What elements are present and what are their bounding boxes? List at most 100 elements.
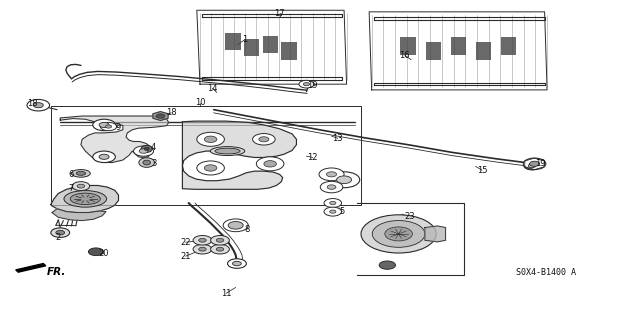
Circle shape (320, 181, 343, 193)
Circle shape (319, 168, 344, 181)
Circle shape (93, 151, 116, 163)
Polygon shape (16, 264, 46, 272)
Circle shape (204, 165, 217, 171)
Text: 7: 7 (68, 184, 73, 193)
Text: 14: 14 (207, 84, 218, 93)
Circle shape (210, 244, 229, 254)
Polygon shape (425, 226, 446, 242)
Text: 22: 22 (180, 238, 191, 247)
Polygon shape (60, 116, 169, 163)
Circle shape (89, 248, 104, 256)
Text: 20: 20 (99, 250, 109, 259)
Ellipse shape (139, 158, 154, 167)
Circle shape (337, 176, 352, 184)
Circle shape (223, 219, 248, 232)
Circle shape (264, 161, 276, 167)
Circle shape (216, 238, 224, 242)
Text: FR.: FR. (46, 267, 66, 277)
Ellipse shape (210, 147, 245, 156)
Bar (475, 42, 491, 60)
Text: 4: 4 (150, 143, 156, 152)
Circle shape (193, 244, 212, 254)
Bar (263, 36, 278, 53)
Circle shape (330, 210, 336, 213)
Circle shape (529, 161, 539, 166)
Text: S0X4-B1400 A: S0X4-B1400 A (516, 268, 576, 277)
Circle shape (361, 215, 436, 253)
Text: 12: 12 (308, 153, 318, 162)
Circle shape (204, 136, 217, 142)
Circle shape (327, 185, 336, 189)
Circle shape (523, 158, 546, 170)
Text: 19: 19 (536, 159, 546, 168)
Polygon shape (153, 112, 168, 121)
Circle shape (252, 133, 275, 145)
Circle shape (228, 221, 243, 229)
Circle shape (210, 236, 229, 245)
Circle shape (99, 123, 109, 127)
Circle shape (197, 132, 224, 146)
Text: 17: 17 (274, 9, 285, 18)
Text: 10: 10 (195, 98, 205, 107)
Circle shape (198, 238, 206, 242)
Circle shape (259, 137, 269, 142)
Ellipse shape (141, 145, 153, 152)
Bar (501, 37, 516, 55)
Circle shape (324, 207, 342, 216)
Bar (281, 42, 297, 60)
Ellipse shape (144, 147, 149, 150)
Text: 11: 11 (221, 289, 232, 298)
Circle shape (216, 247, 224, 251)
Polygon shape (182, 121, 296, 189)
Circle shape (328, 172, 360, 188)
Text: 16: 16 (399, 51, 410, 60)
Bar (426, 42, 441, 60)
Bar (244, 39, 259, 56)
Circle shape (106, 125, 112, 128)
Text: 1: 1 (242, 35, 247, 44)
Text: 18: 18 (166, 108, 176, 117)
Circle shape (330, 201, 336, 204)
Text: 19: 19 (308, 81, 318, 90)
Polygon shape (52, 209, 106, 220)
Circle shape (301, 81, 314, 87)
Bar (401, 37, 416, 55)
Text: 6: 6 (68, 170, 73, 179)
Circle shape (93, 119, 116, 131)
Circle shape (324, 198, 342, 207)
Bar (451, 37, 466, 55)
Circle shape (193, 236, 212, 245)
Circle shape (524, 162, 540, 170)
Text: 15: 15 (477, 166, 487, 175)
Circle shape (327, 172, 337, 177)
Circle shape (528, 164, 536, 168)
Circle shape (33, 103, 43, 108)
Text: 3: 3 (151, 159, 157, 168)
Text: 21: 21 (180, 252, 191, 261)
Circle shape (51, 228, 70, 237)
Ellipse shape (143, 160, 151, 165)
Text: 5: 5 (340, 207, 345, 216)
Bar (225, 33, 241, 50)
Circle shape (72, 182, 90, 191)
Ellipse shape (215, 148, 240, 154)
Circle shape (299, 80, 314, 88)
Ellipse shape (72, 170, 90, 177)
Circle shape (198, 247, 206, 251)
Circle shape (227, 259, 246, 268)
Circle shape (385, 227, 413, 241)
Circle shape (197, 161, 224, 175)
Circle shape (379, 261, 396, 269)
Circle shape (56, 230, 65, 235)
Circle shape (256, 157, 284, 171)
Text: 2: 2 (56, 233, 61, 242)
Text: 13: 13 (332, 134, 343, 143)
Circle shape (156, 114, 165, 118)
Circle shape (139, 149, 148, 153)
Polygon shape (51, 186, 119, 212)
Circle shape (77, 184, 85, 188)
Circle shape (303, 83, 310, 86)
Text: 9: 9 (116, 123, 121, 132)
Circle shape (100, 123, 117, 131)
Circle shape (99, 154, 109, 159)
